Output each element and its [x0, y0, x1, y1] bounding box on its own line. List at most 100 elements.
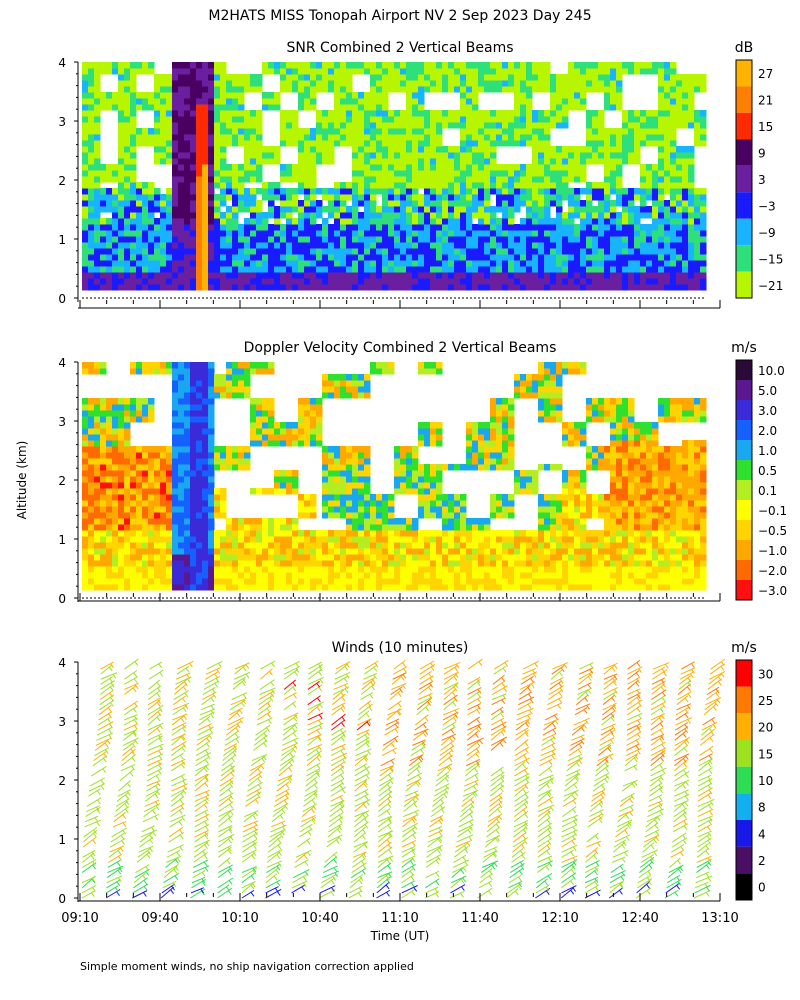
snr-cell [562, 278, 569, 285]
snr-cell [106, 218, 113, 225]
snr-cell [178, 92, 185, 99]
snr-cell [334, 224, 341, 231]
doppler-cell [190, 392, 197, 399]
snr-cell [628, 134, 635, 141]
doppler-cell [184, 482, 191, 489]
snr-cell [412, 254, 419, 261]
doppler-cell [124, 404, 131, 411]
snr-cell [418, 200, 425, 207]
doppler-cell [208, 434, 215, 441]
snr-cell [574, 80, 581, 87]
snr-cell [394, 272, 401, 279]
snr-cell [130, 128, 137, 135]
snr-cell [238, 272, 245, 279]
snr-cell [190, 98, 197, 105]
snr-cell [688, 164, 695, 171]
doppler-cell [148, 458, 155, 465]
snr-cell [310, 134, 317, 141]
snr-cell [538, 230, 545, 237]
snr-cell [88, 116, 95, 123]
snr-cell [496, 182, 503, 189]
snr-cell [454, 284, 461, 291]
snr-cell [448, 158, 455, 165]
doppler-cell [328, 482, 335, 489]
doppler-cell [238, 392, 245, 399]
doppler-cell [196, 374, 203, 381]
snr-cell [568, 254, 575, 261]
snr-cell [502, 68, 509, 75]
snr-cell [484, 206, 491, 213]
snr-cell [208, 146, 215, 153]
doppler-cell [244, 362, 251, 369]
snr-cell [334, 134, 341, 141]
snr-cell [622, 122, 629, 129]
snr-cell [220, 284, 227, 291]
doppler-cell [136, 560, 143, 567]
snr-cell [274, 92, 281, 99]
snr-cell [478, 86, 485, 93]
snr-cell [568, 224, 575, 231]
snr-cell [268, 242, 275, 249]
doppler-cell [334, 584, 341, 591]
snr-cell [208, 248, 215, 255]
snr-cell [436, 236, 443, 243]
snr-cell [610, 242, 617, 249]
snr-cell [148, 98, 155, 105]
snr-cell [250, 110, 257, 117]
snr-cell [520, 224, 527, 231]
snr-cell [334, 254, 341, 261]
snr-cell [550, 194, 557, 201]
snr-cell [544, 236, 551, 243]
snr-cell [532, 272, 539, 279]
snr-cell [262, 146, 269, 153]
doppler-cell [364, 374, 371, 381]
snr-cell [316, 110, 323, 117]
snr-cell [478, 68, 485, 75]
doppler-cell [142, 452, 149, 459]
snr-cell [520, 176, 527, 183]
doppler-cell [202, 428, 209, 435]
doppler-cell [196, 500, 203, 507]
snr-cell [466, 272, 473, 279]
doppler-cell [220, 380, 227, 387]
snr-cell [526, 68, 533, 75]
snr-cell [130, 98, 137, 105]
snr-cell [316, 158, 323, 165]
snr-cell [184, 278, 191, 285]
doppler-cell [202, 536, 209, 543]
snr-cell [310, 74, 317, 81]
doppler-cell [364, 500, 371, 507]
snr-cell [520, 284, 527, 291]
snr-cell [538, 188, 545, 195]
snr-cell [526, 242, 533, 249]
snr-cell [358, 116, 365, 123]
doppler-cell [298, 494, 305, 501]
snr-cell [400, 218, 407, 225]
doppler-cell [106, 434, 113, 441]
snr-cell [622, 62, 629, 69]
snr-cell [376, 218, 383, 225]
doppler-cell [412, 530, 419, 537]
snr-cell [232, 134, 239, 141]
snr-cell [322, 266, 329, 273]
doppler-cell [196, 386, 203, 393]
snr-cell [280, 110, 287, 117]
snr-cell [202, 152, 209, 159]
snr-cell [340, 272, 347, 279]
snr-cell [622, 230, 629, 237]
doppler-cell [352, 566, 359, 573]
snr-cell [286, 218, 293, 225]
doppler-cell [394, 566, 401, 573]
snr-cell [550, 92, 557, 99]
snr-cell [142, 140, 149, 147]
doppler-cell [178, 422, 185, 429]
doppler-cell [106, 584, 113, 591]
doppler-cell [178, 536, 185, 543]
snr-cell [82, 278, 89, 285]
snr-cell [328, 146, 335, 153]
doppler-cell [382, 584, 389, 591]
doppler-cell [340, 554, 347, 561]
snr-cell [658, 122, 665, 129]
snr-cell [334, 236, 341, 243]
snr-cell [94, 224, 101, 231]
